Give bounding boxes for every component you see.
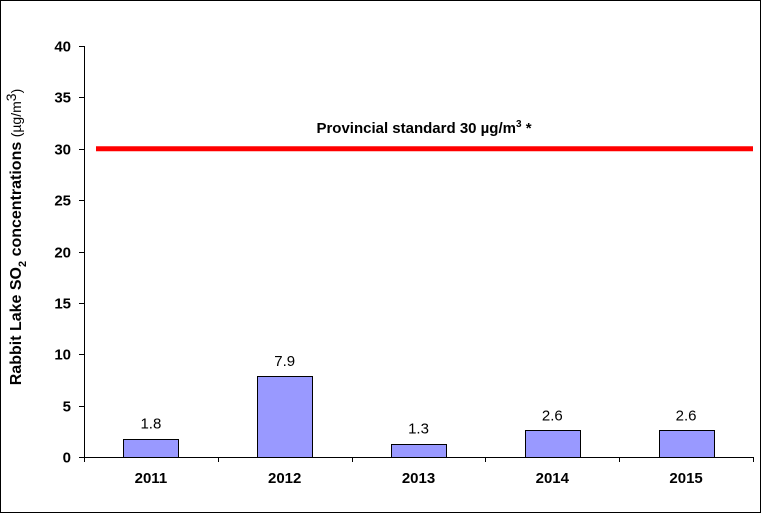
y-axis-label-main: Rabbit Lake SO: [8, 267, 25, 385]
y-tick-label: 20: [54, 245, 71, 262]
data-label-2015: 2.6: [676, 407, 697, 424]
data-label-2014: 2.6: [542, 407, 563, 424]
y-tick-label: 25: [54, 193, 71, 210]
y-tick-label: 35: [54, 90, 71, 107]
bar-2013: [391, 444, 447, 458]
y-tick-label: 5: [63, 399, 71, 416]
y-axis: 0 5 10 15 20 25 30 35 40: [54, 39, 85, 467]
bar-2014: [525, 430, 581, 458]
y-axis-label-main-rest: concentrations: [8, 137, 25, 261]
bar-2011: [123, 439, 179, 458]
provincial-standard-label: Provincial standard 30 µg/m3 *: [316, 119, 531, 137]
provincial-standard-text: Provincial standard 30 µg/m: [316, 120, 516, 137]
provincial-standard-asterisk: *: [522, 120, 532, 137]
x-tick-label-2015: 2015: [669, 470, 702, 487]
y-axis-label-unit: (µg/m: [8, 101, 24, 137]
data-label-2012: 7.9: [274, 353, 295, 370]
y-tick-label: 15: [54, 296, 71, 313]
data-label-2013: 1.3: [408, 421, 429, 438]
x-tick-label-2013: 2013: [402, 470, 435, 487]
x-tick-label-2012: 2012: [268, 470, 301, 487]
y-axis-label: Rabbit Lake SO2 concentrations (µg/m3): [3, 89, 29, 386]
data-label-2011: 1.8: [140, 416, 161, 433]
x-axis: 2011 2012 2013 2014 2015: [84, 457, 754, 487]
x-tick-label-2011: 2011: [135, 470, 168, 487]
bar-2012: [257, 376, 313, 458]
y-axis-label-subscript: 2: [17, 261, 29, 267]
y-tick-label: 30: [54, 142, 71, 159]
y-tick-label: 40: [54, 39, 71, 56]
bar-2015: [659, 430, 715, 458]
provincial-standard-superscript: 3: [516, 119, 522, 130]
y-tick-label: 0: [63, 450, 71, 467]
bar-series: [123, 376, 715, 458]
y-tick-label: 10: [54, 347, 71, 364]
y-axis-label-unit-superscript: 3: [3, 93, 19, 101]
x-tick-label-2014: 2014: [536, 470, 570, 487]
y-axis-label-unit-close: ): [8, 89, 24, 94]
data-labels: 1.8 7.9 1.3 2.6 2.6: [140, 353, 696, 438]
